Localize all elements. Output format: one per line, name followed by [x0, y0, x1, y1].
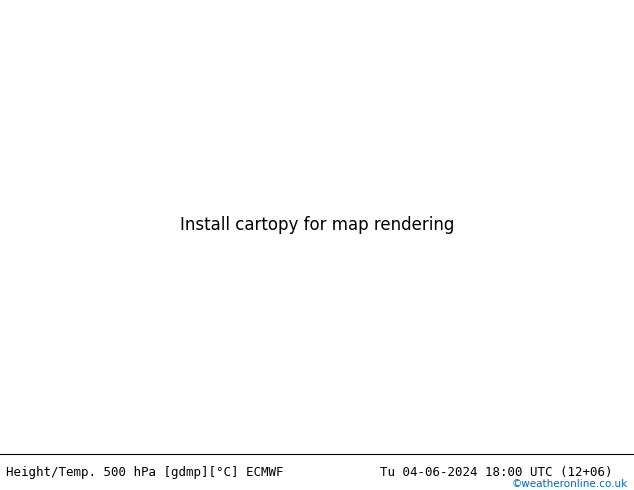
- Text: Tu 04-06-2024 18:00 UTC (12+06): Tu 04-06-2024 18:00 UTC (12+06): [380, 466, 613, 479]
- Text: Install cartopy for map rendering: Install cartopy for map rendering: [180, 217, 454, 234]
- Text: ©weatheronline.co.uk: ©weatheronline.co.uk: [512, 479, 628, 489]
- Text: Height/Temp. 500 hPa [gdmp][°C] ECMWF: Height/Temp. 500 hPa [gdmp][°C] ECMWF: [6, 466, 284, 479]
